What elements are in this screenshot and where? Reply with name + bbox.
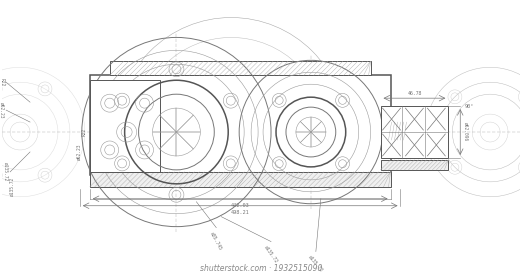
Text: ø62.23: ø62.23 (77, 144, 82, 160)
Text: 46.78: 46.78 (407, 91, 422, 96)
Text: 90°: 90° (464, 104, 474, 109)
Bar (90, 75, 391, 175)
Text: 442.03: 442.03 (231, 203, 250, 208)
Bar (388, 122, 407, 140)
Bar (90, 172, 391, 187)
Text: ø85.745: ø85.745 (210, 231, 223, 251)
Bar (381, 106, 448, 158)
Bar (90, 80, 160, 172)
Text: ø135.72: ø135.72 (9, 177, 15, 197)
Text: 498.21: 498.21 (231, 210, 250, 215)
Bar (110, 61, 371, 75)
Text: ø62.23: ø62.23 (0, 102, 4, 118)
Text: shutterstock.com · 1932515090: shutterstock.com · 1932515090 (200, 264, 322, 274)
Text: ø135.72: ø135.72 (3, 162, 8, 181)
Text: ø135.72: ø135.72 (263, 244, 279, 264)
Text: R22: R22 (0, 78, 4, 86)
Text: ø62.096: ø62.096 (463, 122, 468, 142)
Bar (381, 160, 448, 170)
Text: ø135.72: ø135.72 (307, 255, 324, 273)
Text: R22: R22 (82, 128, 87, 136)
